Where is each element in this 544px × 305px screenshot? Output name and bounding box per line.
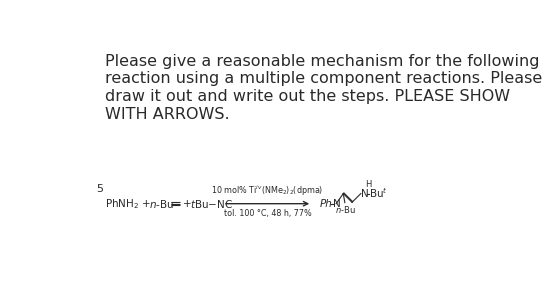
Text: WITH ARROWS.: WITH ARROWS.: [105, 107, 230, 122]
Text: N: N: [361, 188, 368, 199]
Text: tol. 100 °C, 48 h, 77%: tol. 100 °C, 48 h, 77%: [224, 209, 311, 218]
Text: $t$Bu$-$NC: $t$Bu$-$NC: [190, 198, 233, 210]
Text: H: H: [364, 180, 371, 189]
Text: N: N: [333, 199, 341, 209]
Text: Bu$^t$: Bu$^t$: [369, 187, 388, 200]
Text: Ph: Ph: [320, 199, 333, 209]
Text: reaction using a multiple component reactions. Please: reaction using a multiple component reac…: [105, 71, 542, 86]
Text: draw it out and write out the steps. PLEASE SHOW: draw it out and write out the steps. PLE…: [105, 89, 510, 104]
Text: 10 mol% Ti$^{iv}$(NMe$_2$)$_2$(dpma): 10 mol% Ti$^{iv}$(NMe$_2$)$_2$(dpma): [212, 184, 324, 198]
Text: PhNH$_2$: PhNH$_2$: [105, 197, 139, 210]
Text: Please give a reasonable mechanism for the following: Please give a reasonable mechanism for t…: [105, 54, 540, 69]
Text: $n$-Bu: $n$-Bu: [335, 204, 355, 215]
Text: 5: 5: [96, 184, 103, 194]
Text: +: +: [183, 199, 191, 209]
Text: $n$-Bu: $n$-Bu: [149, 198, 174, 210]
Text: +: +: [141, 199, 150, 209]
